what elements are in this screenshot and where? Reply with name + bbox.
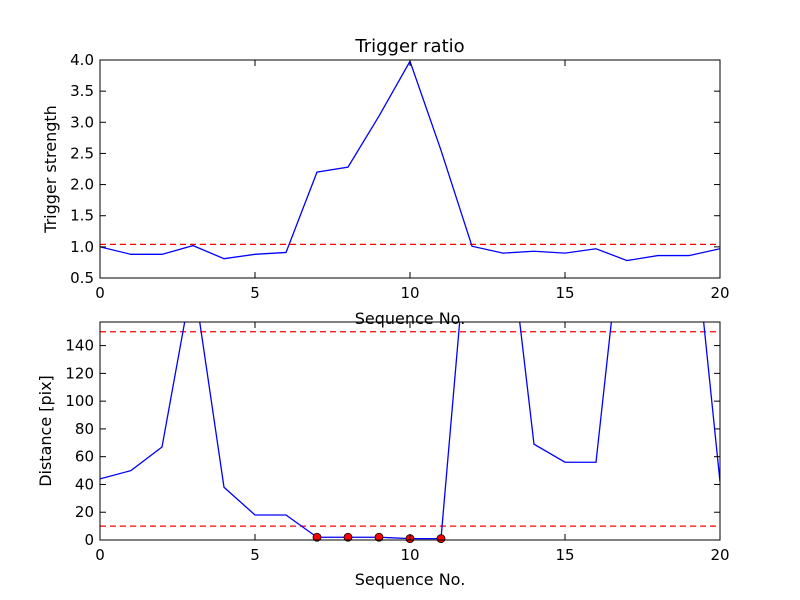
top-y-tick-label: 2.0 bbox=[70, 176, 94, 194]
bottom-y-tick-label: 40 bbox=[75, 475, 94, 493]
top-chart: Trigger ratio 0 5 10 15 20 0.5 1.0 1.5 2.0 2.5 3.0… bbox=[41, 36, 730, 328]
top-plot-area bbox=[100, 60, 720, 262]
top-y-tick-label: 1.0 bbox=[70, 238, 94, 256]
bottom-x-axis-label: Sequence No. bbox=[355, 570, 466, 589]
bottom-data-marker bbox=[343, 532, 353, 542]
top-y-tick-label: 3.5 bbox=[70, 82, 94, 100]
top-chart-title: Trigger ratio bbox=[354, 36, 464, 57]
top-y-tick-label: 3.0 bbox=[70, 113, 94, 131]
bottom-x-tick-label: 10 bbox=[400, 546, 419, 564]
bottom-ticks: 0 5 10 15 20 0 20 40 60 80 100 120 140 bbox=[65, 322, 730, 564]
top-y-axis-label: Trigger strength bbox=[41, 105, 60, 234]
bottom-y-tick-label: 100 bbox=[65, 392, 94, 410]
bottom-y-tick-label: 140 bbox=[65, 337, 94, 355]
bottom-y-tick-label: 120 bbox=[65, 364, 94, 382]
top-x-axis-label: Sequence No. bbox=[355, 309, 466, 328]
top-y-tick-label: 0.5 bbox=[70, 269, 94, 287]
bottom-x-tick-label: 0 bbox=[95, 546, 105, 564]
bottom-y-tick-label: 20 bbox=[75, 503, 94, 521]
top-x-tick-label: 0 bbox=[95, 284, 105, 302]
bottom-x-tick-label: 5 bbox=[250, 546, 260, 564]
bottom-y-axis-label: Distance [pix] bbox=[36, 375, 55, 487]
top-y-tick-label: 1.5 bbox=[70, 207, 94, 225]
top-ticks: 0 5 10 15 20 0.5 1.0 1.5 2.0 2.5 3.0 3.5 4.0 bbox=[70, 51, 729, 302]
bottom-data-marker bbox=[436, 534, 446, 544]
top-x-tick-label: 10 bbox=[400, 284, 419, 302]
bottom-plot-area bbox=[100, 322, 720, 544]
top-clipped-marks bbox=[100, 60, 720, 262]
top-x-tick-label: 20 bbox=[710, 284, 729, 302]
bottom-axes-frame bbox=[99, 321, 721, 541]
top-x-tick-label: 15 bbox=[555, 284, 574, 302]
top-x-tick-label: 5 bbox=[250, 284, 260, 302]
bottom-y-tick-label: 80 bbox=[75, 420, 94, 438]
bottom-data-marker bbox=[374, 532, 384, 542]
bottom-y-tick-label: 60 bbox=[75, 448, 94, 466]
top-y-tick-label: 4.0 bbox=[70, 51, 94, 69]
bottom-x-tick-label: 15 bbox=[555, 546, 574, 564]
bottom-x-tick-label: 20 bbox=[710, 546, 729, 564]
top-series-line-0 bbox=[100, 60, 720, 262]
bottom-series-line-0 bbox=[100, 322, 720, 540]
bottom-clipped-marks bbox=[100, 322, 720, 540]
bottom-data-marker bbox=[312, 532, 322, 542]
bottom-y-tick-label: 0 bbox=[84, 531, 94, 549]
top-y-tick-label: 2.5 bbox=[70, 144, 94, 162]
